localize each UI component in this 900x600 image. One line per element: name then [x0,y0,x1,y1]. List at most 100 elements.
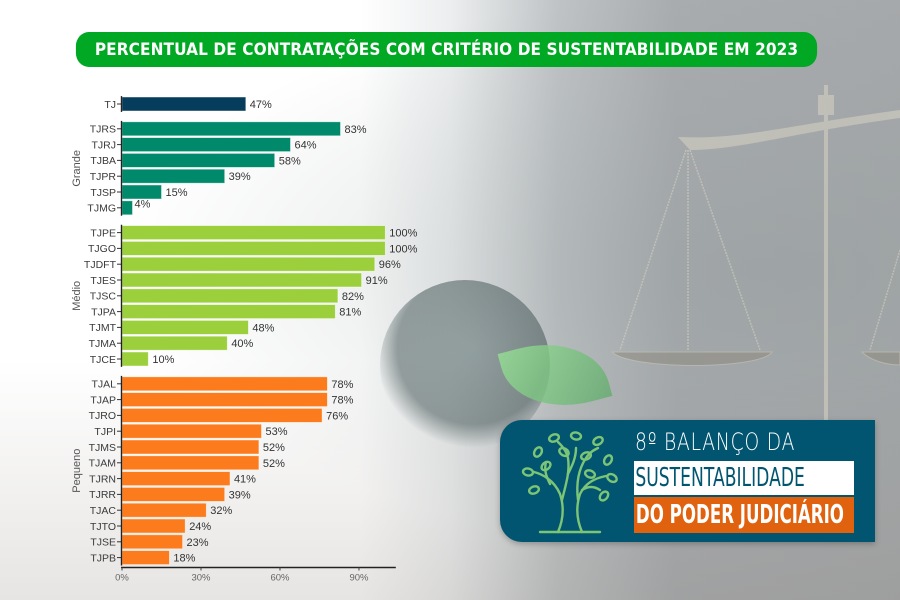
bar-tj [121,96,247,112]
bar-tjes [121,272,363,288]
y-tick-label: TJAP [90,394,116,406]
tree-icon [521,431,618,534]
data-label: 78% [331,379,353,391]
bar-tjpr [121,168,226,184]
chart-title: PERCENTUAL DE CONTRATAÇÕES COM CRITÉRIO … [75,32,818,67]
group-label: Pequeno [71,449,83,493]
y-tick-label: TJMT [89,322,116,334]
y-tick-label: TJES [90,275,116,287]
bar-tjba [121,152,276,168]
y-tick-label: TJMG [87,203,116,215]
y-tick-label: TJPB [90,552,116,564]
data-label: 53% [266,426,288,438]
data-label: 24% [189,521,211,533]
data-label: 4% [135,198,151,210]
data-label: 52% [263,442,285,454]
data-label: 15% [165,187,187,199]
data-label: 81% [339,307,361,319]
x-tick-label: 60% [270,573,290,584]
bar-tjsc [121,288,339,304]
bar-tjpa [121,304,336,320]
data-label: 96% [379,259,401,271]
y-tick-label: TJRO [89,410,116,422]
y-tick-label: TJRR [89,489,116,501]
y-tick-label: TJMA [89,338,116,350]
bar-tjrj [121,137,291,153]
bar-tjmg [121,200,133,216]
data-label: 40% [231,338,253,350]
data-label: 64% [295,140,317,152]
bar-tjpb [121,550,170,565]
data-label: 78% [331,395,353,407]
y-tick-label: TJGO [88,243,116,255]
bar-tjro [121,407,323,423]
y-tick-label: TJPI [94,426,116,438]
y-tick-label: TJRJ [92,139,117,151]
data-label: 39% [229,171,251,183]
bar-tjgo [121,240,386,256]
data-label: 48% [252,322,274,334]
y-tick-label: TJAM [89,458,116,470]
y-tick-label: TJRS [90,124,116,136]
badge-line-2-text: SUSTENTABILIDADE [635,463,805,493]
y-tick-label: TJSC [90,291,117,303]
data-label: 100% [389,228,417,240]
bar-tjsp [121,184,162,200]
scale-chain [689,149,761,351]
bar-tjrn [121,471,231,487]
bar-tjam [121,455,260,471]
group-label: Grande [71,150,83,187]
bar-tjse [121,534,183,550]
data-label: 58% [279,155,301,167]
data-label: 47% [250,99,272,111]
badge-line-3: DO PODER JUDICIÁRIO [634,497,854,533]
scale-chain [869,249,900,351]
scale-pan [860,351,900,366]
bar-tjal [121,376,328,392]
y-tick-label: TJCE [90,354,116,366]
x-tick-label: 0% [115,573,129,584]
data-label: 39% [229,489,251,501]
badge-line-3-text: DO PODER JUDICIÁRIO [635,500,844,530]
badge-line-2: SUSTENTABILIDADE [634,461,854,495]
group-label: Médio [71,281,83,311]
bar-tjce [121,351,149,367]
bar-tjpe [121,225,386,241]
y-tick-label: TJSE [90,537,116,549]
y-tick-label: TJ [104,99,116,111]
y-tick-label: TJMS [89,442,116,454]
data-label: 41% [234,474,256,486]
data-label: 18% [173,553,195,565]
bar-tjto [121,518,186,534]
data-label: 100% [389,243,417,255]
y-tick-label: TJPE [90,227,116,239]
scale-beam [678,110,900,150]
bar-tjrr [121,486,226,502]
data-label: 52% [263,458,285,470]
data-label: 83% [345,124,367,136]
y-tick-label: TJPR [90,171,117,183]
bar-tjma [121,335,228,351]
bar-tjrs [121,121,341,137]
y-tick-label: TJRN [89,473,116,485]
data-label: 91% [366,275,388,287]
data-label: 76% [326,410,348,422]
data-label: 23% [187,537,209,549]
bar-tjpi [121,423,262,439]
y-tick-label: TJTO [90,521,116,533]
bar-tjap [121,392,328,408]
bar-tjdft [121,256,376,272]
y-tick-label: TJDFT [84,259,117,271]
x-tick-label: 30% [191,573,211,584]
x-tick-label: 90% [349,573,369,584]
y-tick-label: TJBA [90,155,116,167]
bar-tjac [121,502,207,518]
data-label: 82% [342,291,364,303]
data-label: 32% [210,505,232,517]
scale-chain [619,149,687,351]
y-tick-label: TJAC [90,505,117,517]
y-tick-label: TJPA [91,306,116,318]
data-label: 10% [152,354,174,366]
